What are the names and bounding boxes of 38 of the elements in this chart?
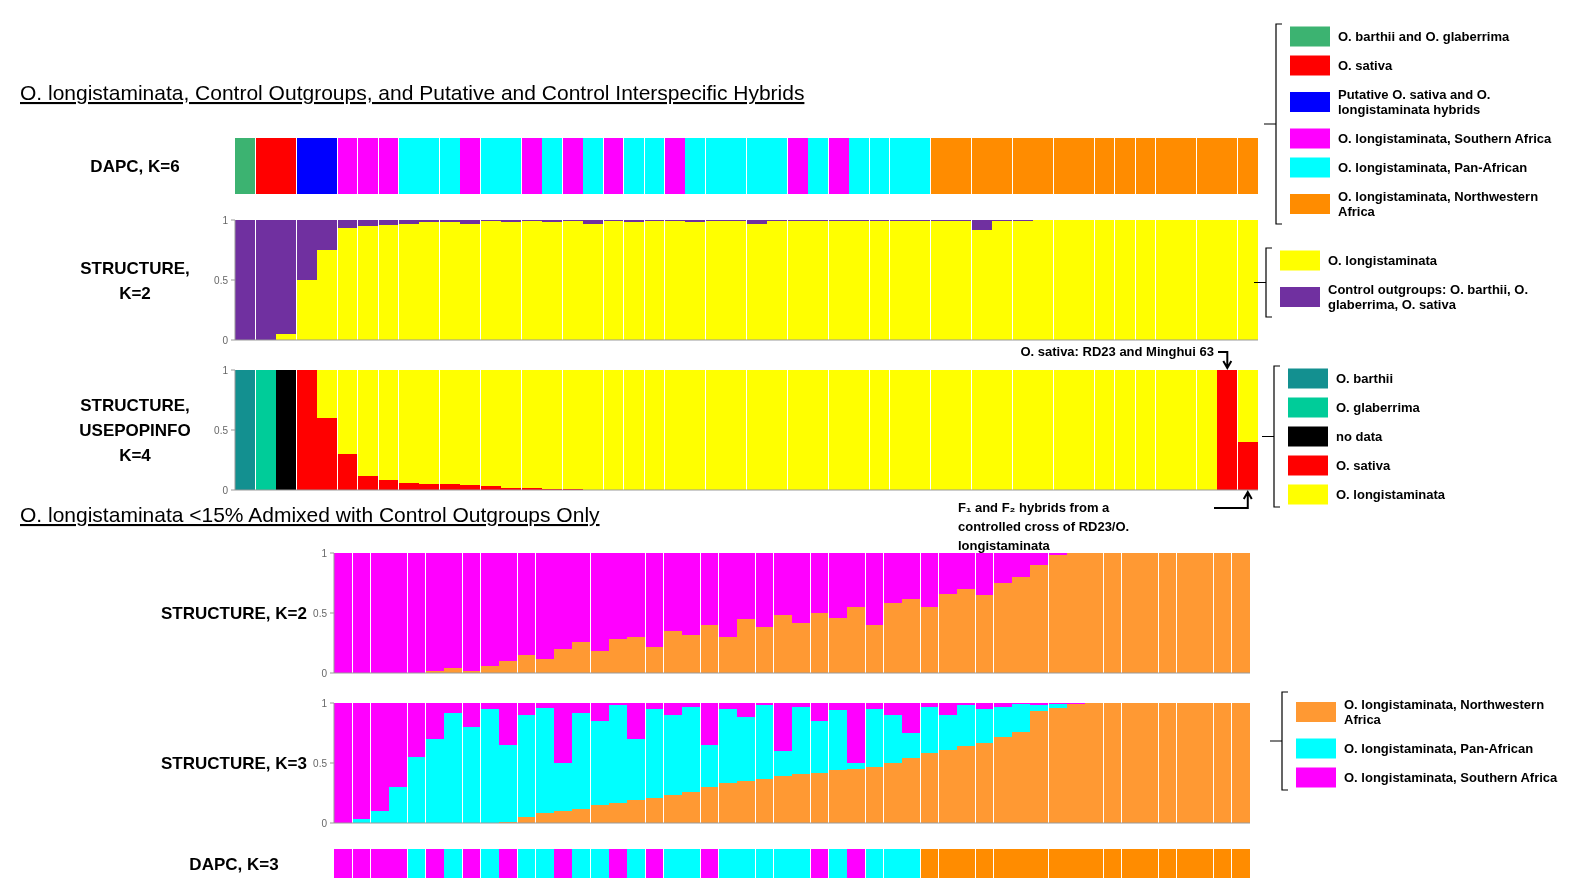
- y-tick-label: 1: [222, 214, 229, 226]
- legend-label: O. longistaminata, Northwestern Africa: [1338, 189, 1539, 219]
- legend-label: O. sativa: [1338, 58, 1393, 73]
- y-axis-title: STRUCTURE, K=2: [80, 258, 190, 303]
- legend-label: O. glaberrima: [1336, 400, 1421, 415]
- y-tick-label: 0.5: [313, 607, 328, 619]
- legend-label: O. longistaminata, Southern Africa: [1344, 770, 1559, 785]
- legend-label: Control outgroups: O. barthii, O. glaberrima, O. sativa: [1328, 282, 1529, 312]
- y-tick-label: 0: [222, 484, 229, 496]
- y-tick-label: 1: [321, 697, 328, 709]
- legend-label: O. longistaminata, Pan-African: [1344, 741, 1534, 756]
- chart-title: O. longistaminata, Control Outgroups, and Putative and Control Interspecific Hybrids: [20, 81, 805, 104]
- legend-label: Putative O. sativa and O. longistaminata hybrids: [1338, 87, 1491, 117]
- legend-label: O. barthii: [1336, 371, 1394, 386]
- y-axis-title: STRUCTURE, K=3: [161, 754, 307, 773]
- y-tick-label: 1: [222, 364, 229, 376]
- y-axis-title: DAPC, K=3: [189, 854, 279, 874]
- text: O. sativa: RD23 and Minghui 63: [1020, 344, 1214, 359]
- y-tick-label: 0.5: [214, 424, 229, 436]
- legend-label: O. longistaminata: [1336, 487, 1446, 502]
- y-tick-label: 0: [222, 334, 229, 346]
- y-tick-label: 0.5: [313, 757, 328, 769]
- legend-label: O. longistaminata, Southern Africa: [1338, 131, 1553, 146]
- y-tick-label: 0: [321, 817, 328, 829]
- chart-title: O. longistaminata <15% Admixed with Control Outgroups Only: [20, 503, 601, 526]
- legend-label: O. barthii and O. glaberrima: [1338, 29, 1510, 44]
- y-tick-label: 0: [321, 667, 328, 679]
- y-axis-title: STRUCTURE, K=2: [161, 604, 307, 623]
- legend-label: no data: [1336, 429, 1383, 444]
- y-axis-title: STRUCTURE, USEPOPINFO K=4: [79, 396, 191, 465]
- y-tick-label: 1: [321, 547, 328, 559]
- legend-label: O. longistaminata, Northwestern Africa: [1344, 697, 1545, 727]
- legend-label: O. longistaminata: [1328, 253, 1438, 268]
- legend-label: O. longistaminata, Pan-African: [1338, 160, 1528, 175]
- y-axis-title: DAPC, K=6: [90, 157, 180, 176]
- legend-label: O. sativa: [1336, 458, 1391, 473]
- annotation: F₁ and F₂ hybrids from a controlled cross of RD23/O. longistaminata: [958, 500, 1130, 553]
- y-tick-label: 0.5: [214, 274, 229, 286]
